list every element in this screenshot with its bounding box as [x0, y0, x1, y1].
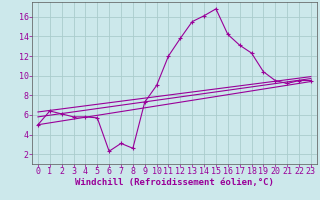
X-axis label: Windchill (Refroidissement éolien,°C): Windchill (Refroidissement éolien,°C): [75, 178, 274, 187]
